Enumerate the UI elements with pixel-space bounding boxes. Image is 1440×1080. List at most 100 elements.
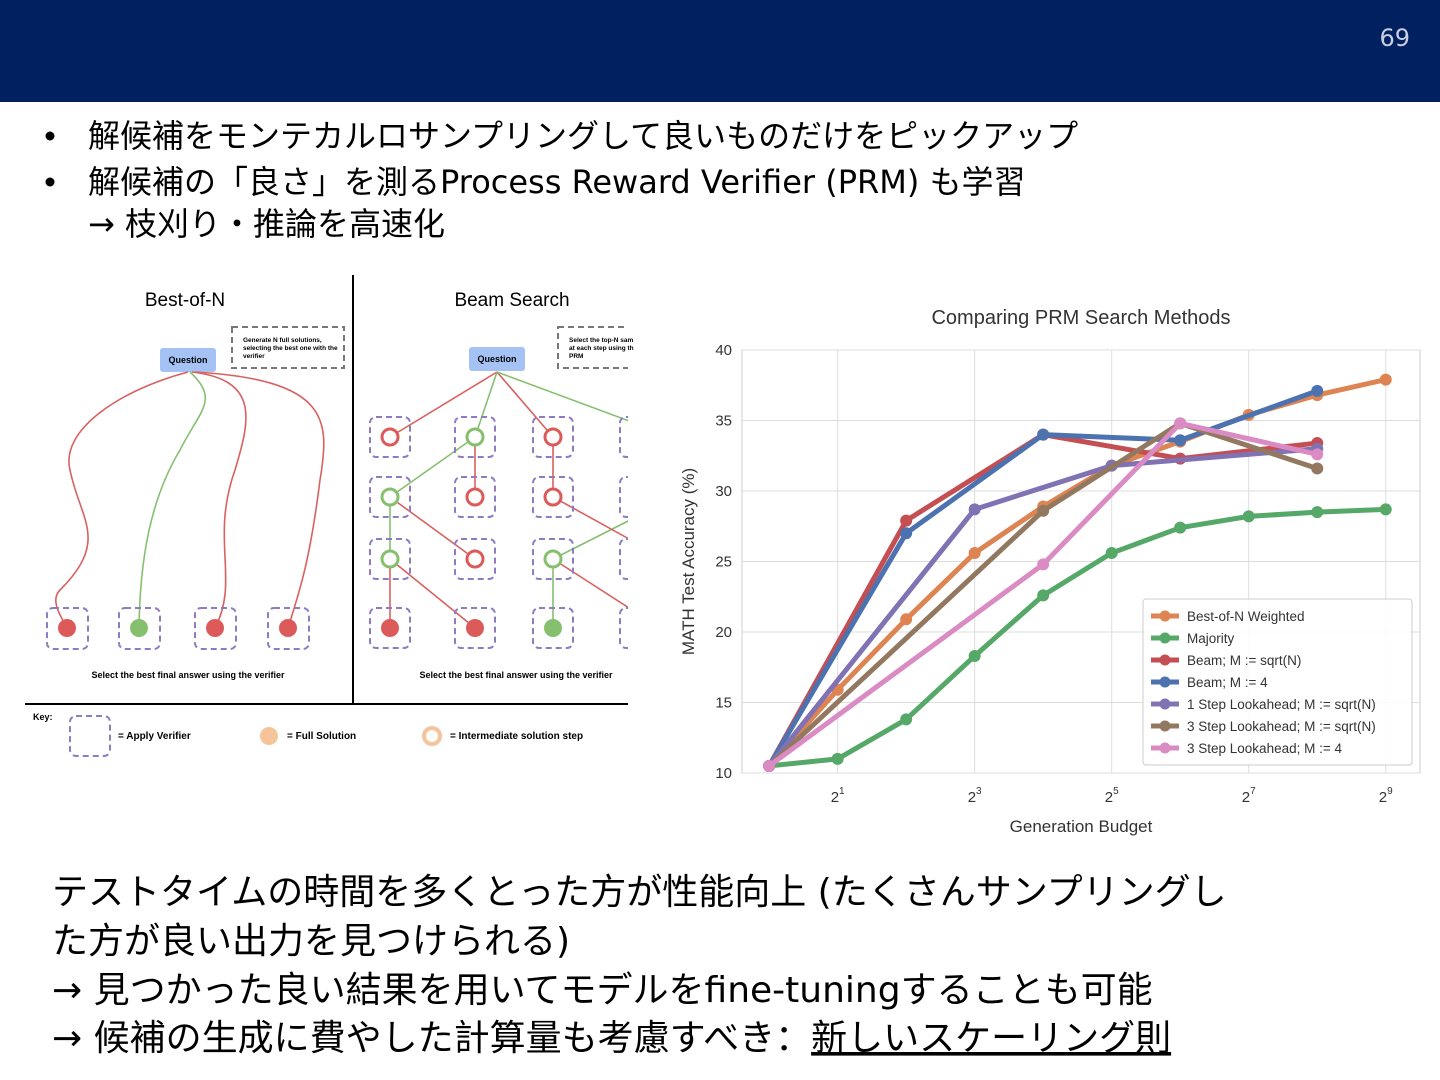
x-tick-label: 29 xyxy=(1379,786,1393,806)
bullet-dot xyxy=(45,131,55,141)
question-node xyxy=(469,347,525,371)
intermediate-step xyxy=(632,551,648,567)
data-point xyxy=(968,503,981,516)
solution xyxy=(466,619,484,637)
key-item: = Full Solution xyxy=(287,731,356,742)
node-label: Question xyxy=(477,354,516,364)
verifier-box xyxy=(619,607,628,649)
verifier-box xyxy=(369,416,411,458)
verifier-box xyxy=(619,416,628,458)
verifier-box xyxy=(454,476,496,518)
legend-label: Best-of-N Weighted xyxy=(1187,609,1305,624)
chart-title: Comparing PRM Search Methods xyxy=(931,307,1230,329)
series-line xyxy=(767,446,1318,768)
data-point xyxy=(1174,417,1187,430)
bullet-dot xyxy=(45,177,55,187)
solution xyxy=(130,619,148,637)
verifier-box xyxy=(46,607,89,650)
data-point xyxy=(968,547,981,560)
verifier-box xyxy=(454,607,496,649)
header-bar xyxy=(0,0,1440,102)
bullet: 解候補をモンテカルロサンプリングして良いものだけをピックアップ xyxy=(88,117,1078,155)
legend-swatch xyxy=(1159,720,1171,732)
note-box xyxy=(231,326,345,369)
series-line xyxy=(767,420,1319,768)
legend-label: Beam; M := sqrt(N) xyxy=(1187,653,1301,668)
intermediate-step xyxy=(465,427,485,447)
chart: Comparing PRM Search Methods Generation B… xyxy=(679,307,1421,836)
y-tick-label: 40 xyxy=(715,342,732,359)
legend-swatch xyxy=(1159,654,1171,666)
legend-swatch xyxy=(1159,742,1171,754)
verifier-box xyxy=(454,538,496,580)
intermediate-step xyxy=(380,549,400,569)
summary-text: → 候補の生成に費やした計算量も考慮すべき： xyxy=(52,1018,811,1059)
caption: Select the best final answer using the v… xyxy=(419,670,613,680)
solution xyxy=(206,619,224,637)
data-point xyxy=(1105,547,1118,560)
data-point xyxy=(1311,462,1324,475)
series-line xyxy=(767,420,1318,768)
bullet: 解候補の「良さ」を測るProcess Reward Verifier (PRM)… xyxy=(88,163,1026,201)
beam-tree xyxy=(369,371,649,649)
key-full xyxy=(260,727,278,745)
legend-box xyxy=(1142,598,1413,766)
data-point xyxy=(900,713,913,726)
legend-label: 3 Step Lookahead; M := sqrt(N) xyxy=(1187,719,1376,734)
verifier-box xyxy=(194,607,237,650)
intermediate-step xyxy=(632,429,648,445)
verifier-box xyxy=(619,538,628,580)
y-axis-label: MATH Test Accuracy (%) xyxy=(679,468,698,655)
note: PRM xyxy=(569,353,583,360)
verifier-box xyxy=(532,538,574,580)
solution xyxy=(544,619,562,637)
note: selecting the best one with the xyxy=(243,345,338,352)
summary-line: た方が良い出力を見つけられる) xyxy=(52,921,570,962)
summary-line: テストタイムの時間を多くとった方が性能向上 (たくさんサンプリングし xyxy=(52,872,1227,913)
data-point xyxy=(1311,384,1324,397)
data-point xyxy=(900,514,913,527)
data-point xyxy=(1174,521,1187,534)
x-tick-label: 25 xyxy=(1105,786,1119,806)
question-node xyxy=(160,348,216,372)
solution xyxy=(631,619,649,637)
legend-label: 3 Step Lookahead; M := 4 xyxy=(1187,741,1342,756)
note-box xyxy=(557,326,628,369)
y-tick-label: 30 xyxy=(715,483,732,500)
x-axis-label: Generation Budget xyxy=(1010,817,1153,836)
verifier-box xyxy=(532,476,574,518)
key-verifier xyxy=(69,715,111,757)
summary-line: → 候補の生成に費やした計算量も考慮すべき：新しいスケーリング則 xyxy=(52,1018,1171,1059)
x-tick-label: 21 xyxy=(831,786,845,806)
legend-swatch xyxy=(1159,610,1171,622)
summary-emphasis: 新しいスケーリング則 xyxy=(811,1018,1171,1059)
legend-label: 1 Step Lookahead; M := sqrt(N) xyxy=(1187,697,1376,712)
intermediate-step xyxy=(380,487,400,507)
key-title: Key: xyxy=(33,712,53,722)
verifier-box xyxy=(369,538,411,580)
verifier-box xyxy=(454,416,496,458)
data-point xyxy=(1311,448,1324,461)
intermediate-step xyxy=(543,487,563,507)
diagram: Best-of-N Beam Search Question Question … xyxy=(25,275,649,757)
data-point xyxy=(900,527,913,540)
data-point xyxy=(1174,434,1187,447)
x-tick-label: 23 xyxy=(968,786,982,806)
verifier-box xyxy=(267,607,310,650)
intermediate-step xyxy=(465,549,485,569)
y-tick-label: 20 xyxy=(715,624,732,641)
y-tick-label: 25 xyxy=(715,554,732,571)
verifier-box xyxy=(532,416,574,458)
path xyxy=(191,371,247,629)
x-tick-label: 27 xyxy=(1242,786,1256,806)
intermediate-step xyxy=(380,427,400,447)
legend-swatch xyxy=(1159,632,1171,644)
verifier-box xyxy=(369,607,411,649)
verifier-box xyxy=(118,607,161,650)
solution xyxy=(58,619,76,637)
path xyxy=(194,371,325,629)
data-point xyxy=(831,752,844,765)
intermediate-step xyxy=(465,487,485,507)
key-item: = Intermediate solution step xyxy=(450,731,583,742)
